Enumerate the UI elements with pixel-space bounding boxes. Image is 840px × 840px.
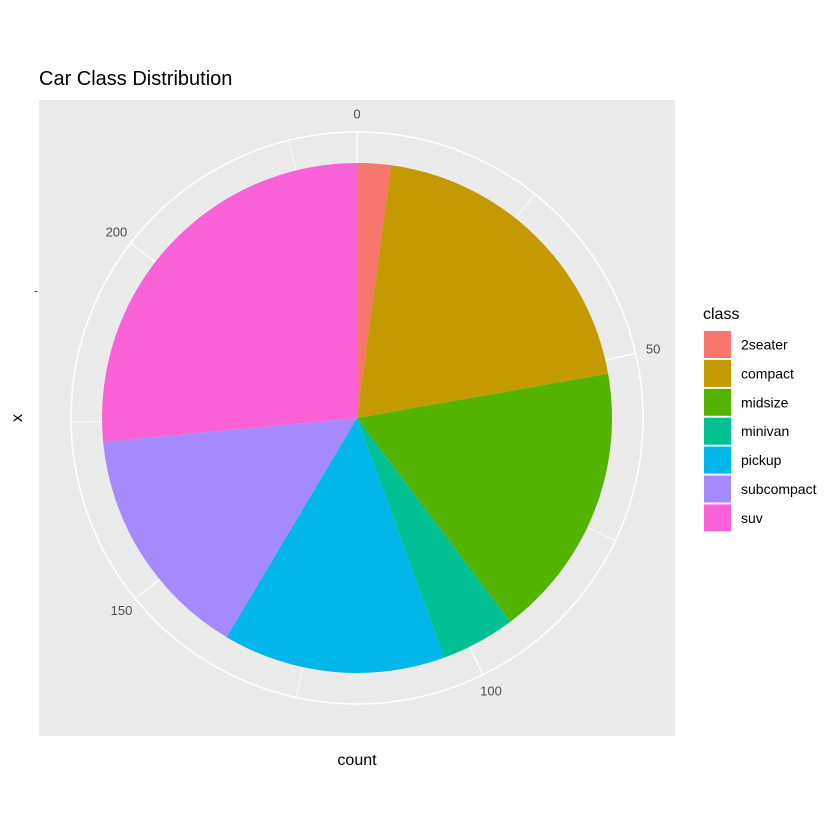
- legend-label-subcompact: subcompact: [741, 481, 817, 497]
- radial-tick-label-50: 50: [646, 342, 660, 357]
- legend-items: 2seater compact midsize minivan pickup subcom…: [704, 331, 817, 532]
- radial-tick-label-100: 100: [480, 683, 502, 698]
- legend-title: class: [703, 306, 739, 323]
- legend-label-minivan: minivan: [741, 423, 789, 439]
- legend-key-suv: [704, 504, 731, 532]
- legend-label-pickup: pickup: [741, 452, 782, 468]
- y-axis-label: x: [9, 414, 26, 422]
- legend-label-suv: suv: [741, 510, 763, 526]
- legend-key-minivan: [704, 417, 731, 445]
- pie-slices: [102, 163, 613, 673]
- chart-title: Car Class Distribution: [39, 68, 232, 90]
- pie-slice-2seater: [357, 163, 392, 418]
- pie-slice-midsize: [357, 373, 613, 622]
- y-axis-tick-label: -: [34, 283, 38, 298]
- pie-slice-compact: [357, 165, 609, 418]
- x-axis-label: count: [337, 752, 377, 769]
- legend-key-2seater: [704, 331, 731, 358]
- legend: class 2seater compact midsize minivan pickup…: [703, 306, 817, 532]
- radial-tick-label-0: 0: [353, 107, 360, 122]
- legend-key-compact: [704, 359, 731, 387]
- radial-tick-labels: 0 50 100 150 200: [106, 107, 661, 699]
- legend-key-pickup: [704, 446, 731, 474]
- radial-tick-label-200: 200: [106, 225, 128, 240]
- legend-label-2seater: 2seater: [741, 337, 788, 353]
- pie-slice-pickup: [226, 418, 445, 673]
- pie-slice-suv: [102, 163, 358, 442]
- pie-slice-minivan: [357, 418, 511, 658]
- pie-slice-subcompact: [103, 418, 357, 638]
- radial-tick-label-150: 150: [111, 603, 133, 618]
- legend-label-compact: compact: [741, 365, 794, 381]
- legend-key-subcompact: [704, 475, 731, 503]
- legend-key-midsize: [704, 388, 731, 416]
- legend-label-midsize: midsize: [741, 394, 789, 410]
